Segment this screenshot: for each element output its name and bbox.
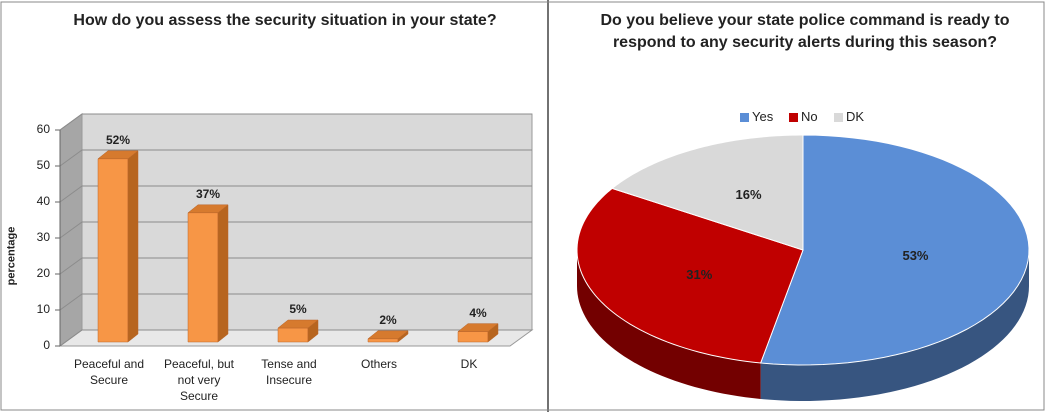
value-label: 53%	[902, 247, 929, 263]
bar	[457, 323, 499, 343]
y-tick-label: 10	[36, 302, 50, 316]
y-tick-label: 60	[36, 122, 50, 136]
y-tick-label: 30	[36, 230, 50, 244]
y-tick-label: 20	[36, 266, 50, 280]
y-tick-label: 50	[36, 158, 50, 172]
legend-label: DK	[846, 109, 865, 124]
y-axis-label: percentage	[5, 226, 18, 286]
x-tick-label: Tense and Insecure	[261, 357, 317, 387]
legend-swatch	[834, 113, 843, 122]
bar	[187, 204, 229, 343]
pie-side	[760, 250, 1029, 401]
bar	[277, 319, 319, 343]
x-tick-label: DK	[460, 357, 478, 371]
x-tick-label: Peaceful and Secure	[73, 357, 145, 387]
legend-swatch	[789, 113, 798, 122]
value-label: 4%	[469, 305, 487, 320]
grid-line	[59, 149, 532, 167]
value-label: 37%	[195, 186, 221, 201]
y-tick-label: 0	[43, 338, 50, 352]
value-label: 31%	[686, 267, 713, 283]
x-tick-label: Peaceful, but not very Secure	[163, 357, 235, 403]
value-label: 52%	[105, 132, 131, 147]
bar-title: How do you assess the security situation…	[73, 12, 497, 29]
value-label: 5%	[289, 302, 307, 316]
legend-swatch	[740, 113, 749, 122]
pie-title: Do you believe your state police command…	[600, 12, 1010, 51]
y-tick-label: 40	[36, 194, 50, 208]
grid-line	[59, 329, 532, 347]
grid-line	[59, 257, 532, 275]
pie-side	[577, 250, 761, 399]
pie-slice	[759, 134, 1030, 366]
value-label: 2%	[379, 312, 397, 327]
grid-line	[59, 113, 532, 131]
x-tick-label: Others	[360, 357, 397, 371]
grid-line	[59, 185, 532, 203]
bar	[97, 150, 139, 343]
bar	[367, 330, 409, 343]
value-label: 16%	[735, 186, 762, 202]
pie-slice	[611, 134, 804, 251]
grid-line	[59, 221, 532, 239]
legend-label: Yes	[752, 109, 774, 124]
grid-line	[59, 293, 532, 311]
legend-label: No	[801, 109, 818, 124]
